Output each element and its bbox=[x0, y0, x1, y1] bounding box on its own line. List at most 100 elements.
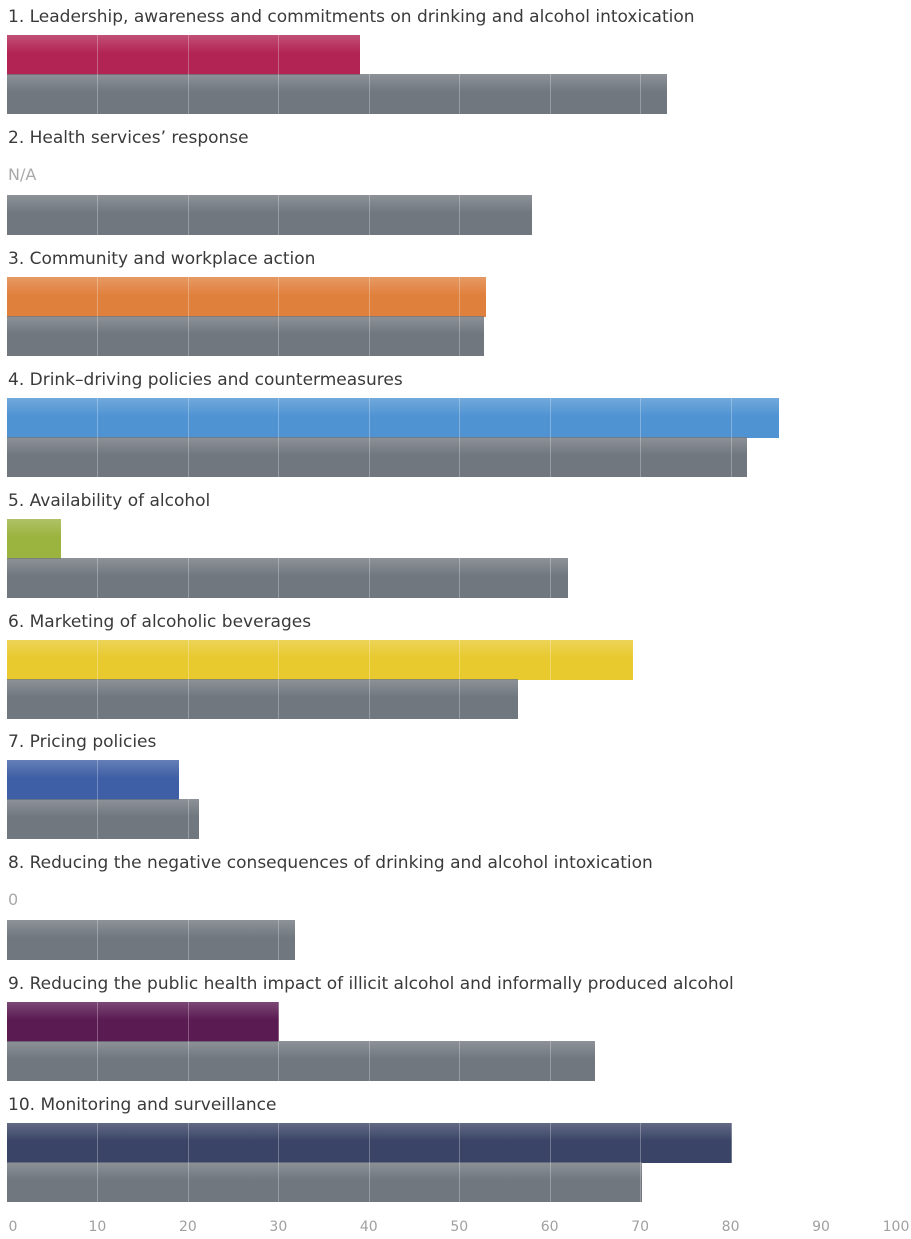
value-note: N/A bbox=[8, 164, 37, 184]
gridline bbox=[278, 35, 280, 75]
gridline bbox=[187, 1123, 189, 1164]
gridline bbox=[459, 1041, 461, 1082]
gridline bbox=[730, 397, 732, 438]
gridline bbox=[187, 1002, 189, 1043]
x-tick-label: 60 bbox=[540, 1219, 559, 1235]
gridline bbox=[187, 1041, 189, 1082]
gridline bbox=[187, 74, 189, 114]
gridline bbox=[97, 194, 99, 235]
gridline bbox=[278, 1041, 280, 1082]
gridline bbox=[187, 35, 189, 75]
score-bar bbox=[7, 276, 487, 317]
comparison-bar bbox=[7, 194, 532, 235]
gridline bbox=[459, 678, 461, 719]
gridline bbox=[459, 557, 461, 598]
gridline bbox=[368, 557, 370, 598]
gridline bbox=[368, 1123, 370, 1164]
gridline bbox=[459, 276, 461, 317]
gridline bbox=[278, 1162, 280, 1203]
gridline bbox=[459, 1162, 461, 1203]
gridline bbox=[97, 397, 99, 438]
gridline bbox=[549, 74, 551, 114]
gridline bbox=[549, 1162, 551, 1203]
x-tick-label: 20 bbox=[178, 1219, 197, 1235]
comparison-bar bbox=[7, 678, 519, 719]
category-label: 1. Leadership, awareness and commitments… bbox=[8, 7, 695, 27]
gridline bbox=[97, 1041, 99, 1082]
comparison-bar bbox=[7, 799, 199, 840]
category-label: 5. Availability of alcohol bbox=[8, 490, 211, 511]
gridline bbox=[459, 436, 461, 477]
gridline bbox=[640, 397, 642, 438]
gridline bbox=[187, 639, 189, 680]
value-note: 0 bbox=[8, 890, 19, 910]
gridline bbox=[97, 1162, 99, 1203]
gridline bbox=[97, 799, 99, 840]
gridline bbox=[730, 436, 732, 477]
score-bar bbox=[7, 1123, 733, 1164]
gridline bbox=[459, 315, 461, 356]
category-label: 2. Health services’ response bbox=[8, 127, 249, 148]
gridline bbox=[187, 1162, 189, 1203]
gridline bbox=[368, 397, 370, 438]
gridline bbox=[278, 639, 280, 680]
gridline bbox=[459, 74, 461, 114]
category-label: 3. Community and workplace action bbox=[8, 248, 316, 269]
gridline bbox=[640, 436, 642, 477]
gridline bbox=[278, 436, 280, 477]
gridline bbox=[187, 315, 189, 356]
gridline bbox=[97, 1002, 99, 1043]
gridline bbox=[368, 639, 370, 680]
gridline bbox=[368, 678, 370, 719]
gridline bbox=[640, 1123, 642, 1164]
gridline bbox=[97, 436, 99, 477]
gridline bbox=[730, 1123, 732, 1164]
gridline bbox=[549, 1041, 551, 1082]
gridline bbox=[549, 639, 551, 680]
gridline bbox=[278, 557, 280, 598]
category-label: 10. Monitoring and surveillance bbox=[8, 1095, 277, 1116]
gridline bbox=[97, 557, 99, 598]
gridline bbox=[187, 194, 189, 235]
x-tick-label: 30 bbox=[269, 1219, 288, 1235]
score-bar bbox=[7, 760, 179, 801]
gridline bbox=[368, 436, 370, 477]
gridline bbox=[278, 1002, 280, 1043]
gridline bbox=[278, 315, 280, 356]
gridline bbox=[640, 1162, 642, 1203]
gridline bbox=[549, 436, 551, 477]
gridline bbox=[459, 397, 461, 438]
gridline bbox=[97, 1123, 99, 1164]
gridline bbox=[368, 1041, 370, 1082]
x-tick-label: 80 bbox=[721, 1219, 740, 1235]
category-label: 6. Marketing of alcoholic beverages bbox=[8, 611, 312, 632]
gridline bbox=[97, 35, 99, 75]
gridline bbox=[459, 1123, 461, 1164]
gridline bbox=[278, 74, 280, 114]
category-label: 9. Reducing the public health impact of … bbox=[8, 974, 734, 995]
gridline bbox=[640, 74, 642, 114]
category-label: 4. Drink–driving policies and countermea… bbox=[8, 369, 403, 390]
gridline bbox=[549, 557, 551, 598]
category-label: 7. Pricing policies bbox=[8, 732, 157, 753]
score-bar bbox=[7, 397, 779, 438]
score-bar bbox=[7, 518, 62, 559]
gridline bbox=[187, 436, 189, 477]
comparison-bar bbox=[7, 74, 668, 114]
x-tick-label: 50 bbox=[450, 1219, 469, 1235]
gridline bbox=[459, 194, 461, 235]
score-bar bbox=[7, 35, 360, 75]
gridline bbox=[97, 678, 99, 719]
gridline bbox=[187, 678, 189, 719]
score-bar bbox=[7, 639, 633, 680]
gridline bbox=[278, 678, 280, 719]
gridline bbox=[97, 760, 99, 801]
gridline bbox=[368, 1162, 370, 1203]
comparison-bar bbox=[7, 436, 747, 477]
gridline bbox=[187, 557, 189, 598]
gridline bbox=[97, 315, 99, 356]
comparison-bar bbox=[7, 1041, 595, 1082]
gridline bbox=[549, 397, 551, 438]
gridline bbox=[368, 276, 370, 317]
